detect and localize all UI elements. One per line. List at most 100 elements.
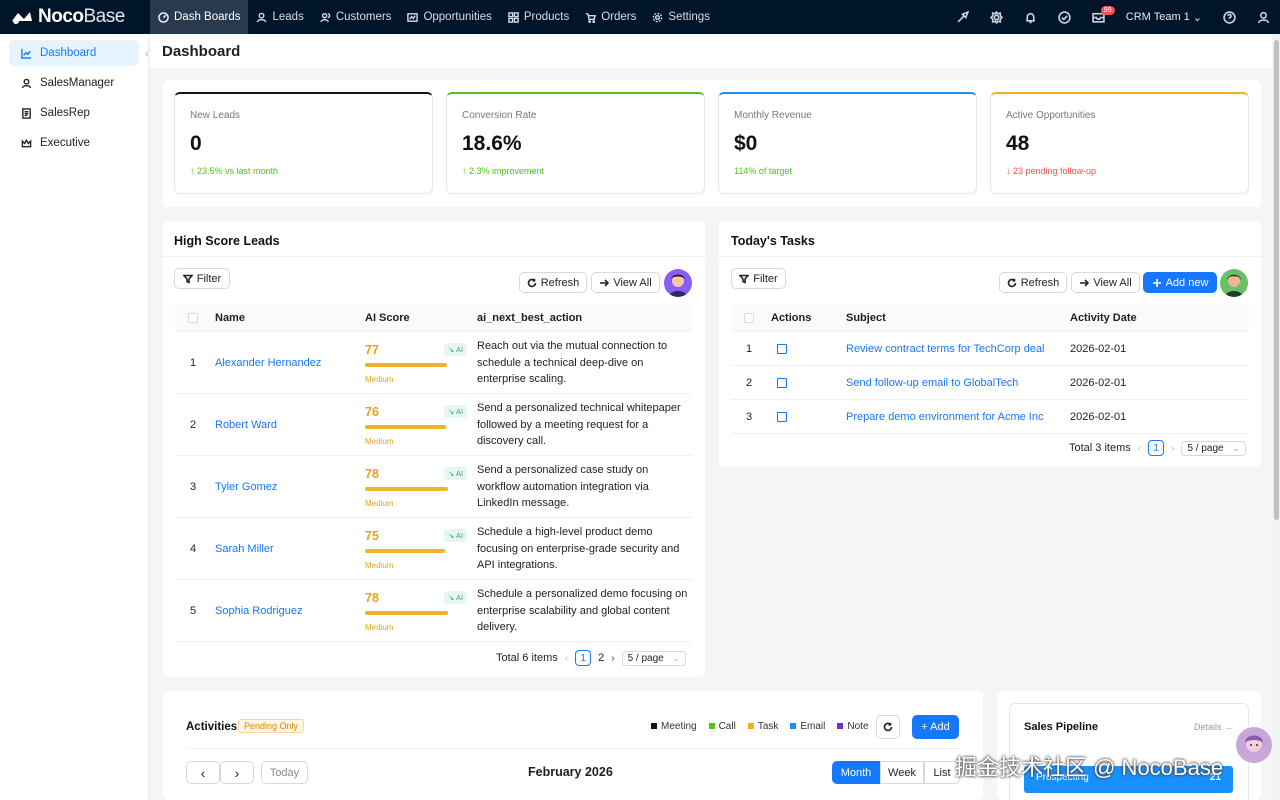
sidebar-collapse-icon[interactable]: ‹ [145,48,149,60]
next-page-icon[interactable]: › [611,652,615,664]
select-all-checkbox[interactable] [188,312,198,323]
task-subject-link[interactable]: Prepare demo environment for Acme Inc [846,411,1044,423]
tasks-pagination: Total 3 items ‹ 1 › 5 / page ⌄ [1069,440,1246,456]
watermark: 掘金技术社区 @ NocoBase [955,755,1224,780]
table-row[interactable]: 2 Send follow-up email to GlobalTech 202… [731,366,1249,400]
mail-icon [1092,12,1106,23]
page-1-button[interactable]: 1 [575,650,592,666]
bell-icon [1026,12,1036,23]
task-subject-link[interactable]: Send follow-up email to GlobalTech [846,377,1019,389]
lead-name-link[interactable]: Alexander Hernandez [215,357,322,369]
page-scrollbar-thumb[interactable] [1274,40,1279,520]
select-all-checkbox[interactable] [744,312,754,323]
sidebar-item-salesmanager[interactable]: SalesManager [9,70,139,96]
prev-page-icon[interactable]: ‹ [1137,442,1142,454]
user-menu-button[interactable] [1246,0,1280,34]
tasks-refresh-button[interactable]: Refresh [999,272,1067,293]
notification-button[interactable] [1014,0,1048,34]
prev-page-icon[interactable]: ‹ [564,652,569,664]
table-row[interactable]: 2 Robert Ward 76 ↘ AI Medium Send a pers… [175,394,692,456]
tasks-button[interactable] [1048,0,1082,34]
activities-title: Activities [186,721,238,733]
nav-leads[interactable]: Leads [248,0,311,34]
calendar-today-button[interactable]: Today [261,761,308,784]
nav-products[interactable]: Products [500,0,577,34]
leads-refresh-button[interactable]: Refresh [519,272,587,293]
ai-tag: ↘ AI [444,591,468,604]
nav-dash-boards[interactable]: Dash Boards [150,0,249,34]
sidebar-item-salesrep[interactable]: SalesRep [9,100,139,126]
pipeline-details-link[interactable]: Details → [1194,722,1234,732]
activities-refresh-button[interactable] [876,715,900,739]
lead-name-link[interactable]: Sophia Rodriguez [215,605,303,617]
logo[interactable]: NocoBase [0,0,150,34]
page-size-select[interactable]: 5 / page ⌄ [1181,440,1246,456]
lead-name-link[interactable]: Robert Ward [215,419,277,431]
todays-tasks-card [719,221,1261,467]
pipeline-stage-prospecting[interactable]: Prospecting 21 [1024,766,1233,793]
legend-note: Note [837,721,869,732]
nav-customers[interactable]: Customers [312,0,400,34]
view-month-button[interactable]: Month [832,761,880,784]
leads-filter-button[interactable]: Filter [174,268,230,289]
refresh-icon [1007,278,1017,287]
team-selector[interactable]: CRM Team 1 ⌄ [1125,11,1202,24]
table-row[interactable]: 1 Alexander Hernandez 77 ↘ AI Medium Rea… [175,332,692,394]
brush-button[interactable] [946,0,980,34]
table-row[interactable]: 4 Sarah Miller 75 ↘ AI Medium Schedule a… [175,518,692,580]
help-button[interactable] [1212,0,1246,34]
calendar-prev-button[interactable]: ‹ [186,761,220,784]
table-row[interactable]: 3 Prepare demo environment for Acme Inc … [731,400,1249,434]
score-bar-fill [365,611,448,615]
stat-conversion-rate: Conversion Rate 18.6% ↑ 2.3% improvement [446,92,705,194]
tasks-filter-button[interactable]: Filter [731,268,786,289]
inbox-button[interactable]: 99 [1082,0,1116,34]
chart-icon [407,12,419,22]
page-1-button[interactable]: 1 [1148,440,1165,456]
next-page-icon[interactable]: › [1171,442,1175,454]
task-assistant-avatar[interactable] [1220,269,1248,297]
check-circle-icon [1058,10,1072,24]
table-row[interactable]: 3 Tyler Gomez 78 ↘ AI Medium Send a pers… [175,456,692,518]
calendar-next-button[interactable]: › [220,761,254,784]
nocobase-logo-icon [12,12,32,24]
table-row[interactable]: 1 Review contract terms for TechCorp dea… [731,332,1249,366]
users-icon [320,12,331,22]
tasks-add-new-button[interactable]: Add new [1143,272,1217,293]
lead-name-link[interactable]: Sarah Miller [215,543,274,555]
mail-badge: 99 [1100,6,1115,15]
complete-task-checkbox[interactable] [777,344,787,354]
nav-settings[interactable]: Settings [644,0,718,34]
chevron-down-icon: ⌄ [1192,11,1202,24]
activities-add-button[interactable]: + Add [912,715,959,739]
lead-name-link[interactable]: Tyler Gomez [215,481,278,493]
legend-task: Task [747,721,778,732]
nav-orders[interactable]: Orders [577,0,644,34]
view-week-button[interactable]: Week [880,761,924,784]
complete-task-checkbox[interactable] [777,412,787,422]
complete-task-checkbox[interactable] [777,378,787,388]
ai-tag: ↘ AI [444,343,468,356]
chevron-left-icon: ‹ [200,764,206,781]
brush-icon [957,10,970,22]
page-2-button[interactable]: 2 [598,652,605,664]
page-size-select[interactable]: 5 / page ⌄ [621,650,687,666]
help-icon [1222,10,1236,24]
pending-only-tag[interactable]: Pending Only [238,719,305,733]
ai-employee-float-button[interactable] [1236,727,1272,763]
task-subject-link[interactable]: Review contract terms for TechCorp deal [846,343,1045,355]
table-row[interactable]: 5 Sophia Rodriguez 78 ↘ AI Medium Schedu… [175,580,692,642]
ai-tag: ↘ AI [444,529,468,542]
sidebar-item-dashboard[interactable]: Dashboard [9,40,139,66]
crown-icon [21,138,32,147]
ai-assistant-avatar[interactable] [664,269,692,297]
leads-view-all-button[interactable]: View All [591,272,660,293]
ai-tag: ↘ AI [444,405,468,418]
tasks-view-all-button[interactable]: View All [1071,272,1140,293]
view-list-button[interactable]: List [924,761,960,784]
sidebar-item-executive[interactable]: Executive [9,130,139,156]
score-bar-fill [365,487,448,491]
settings-button[interactable] [980,0,1014,34]
nav-opportunities[interactable]: Opportunities [399,0,499,34]
leads-table-header: Name AI Score ai_next_best_action [175,304,692,332]
